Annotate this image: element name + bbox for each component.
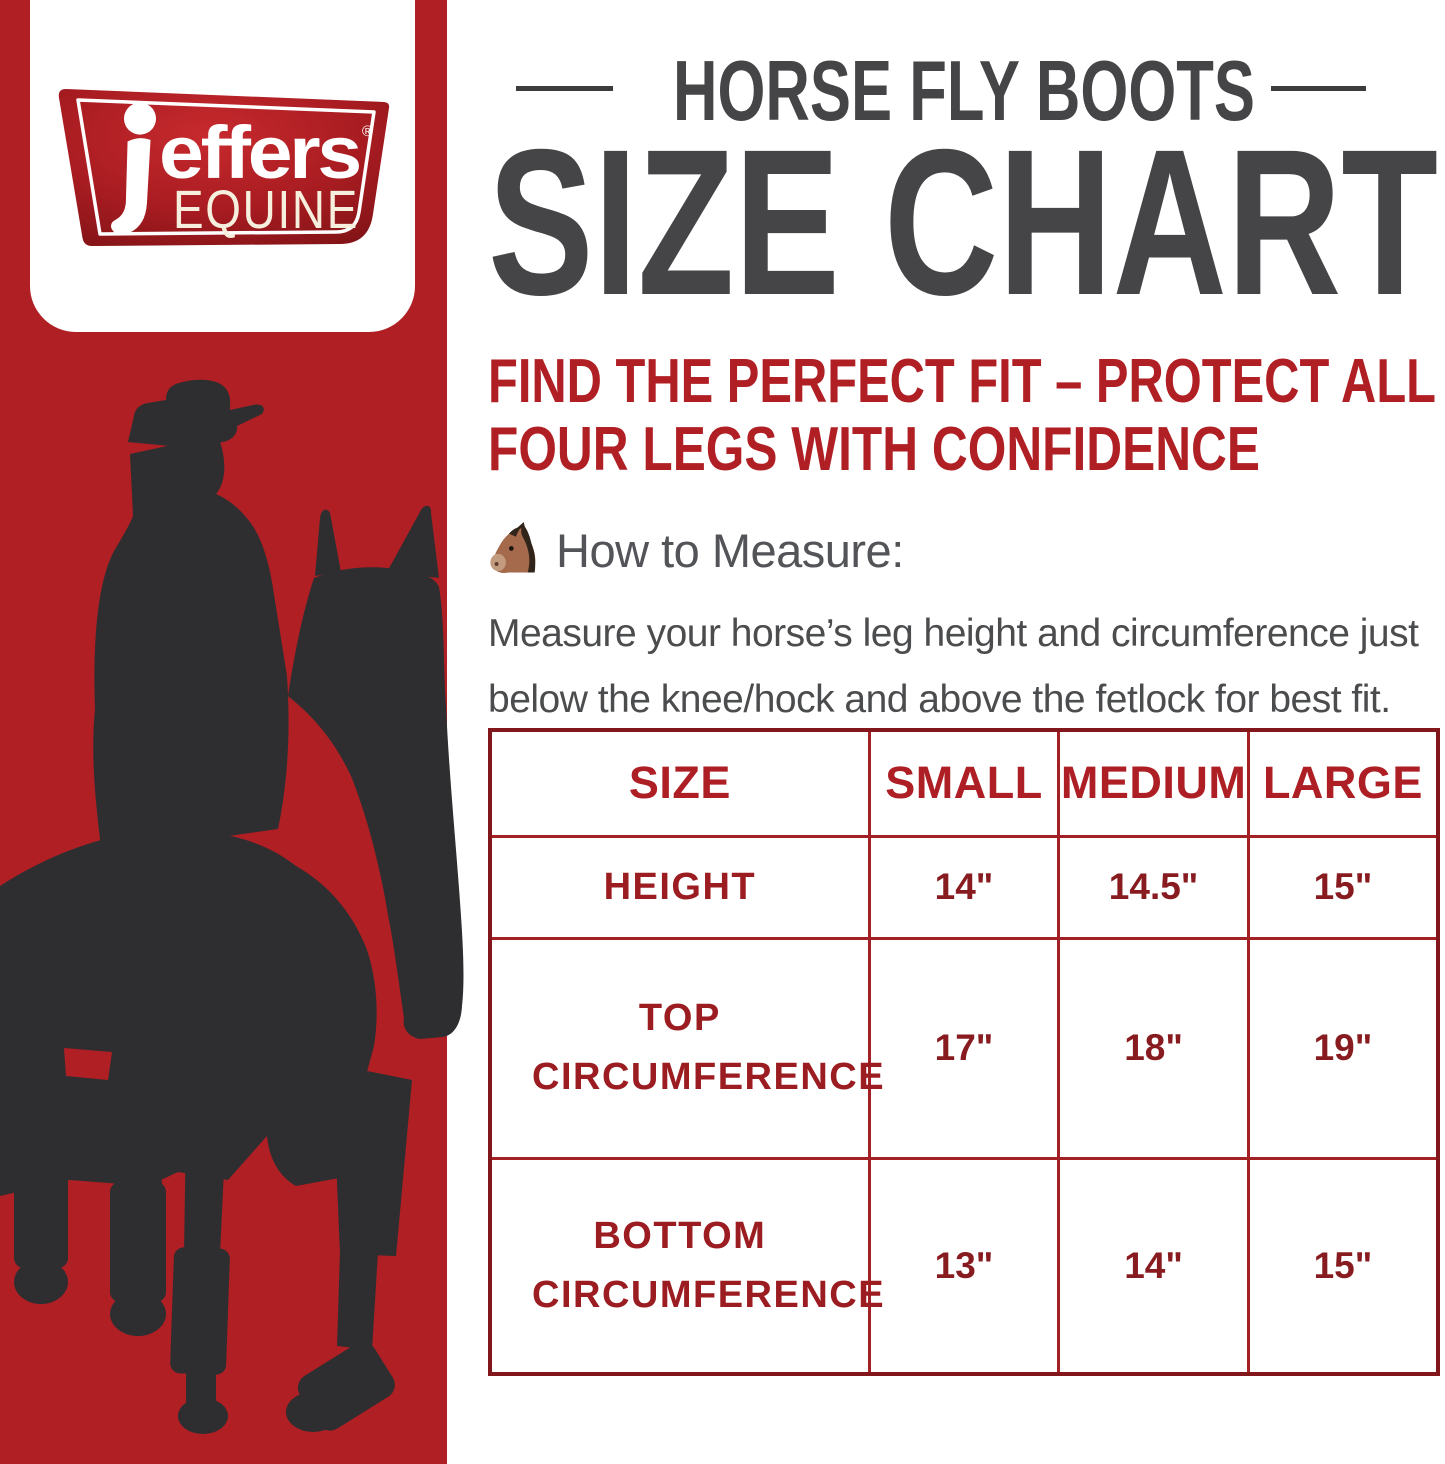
column-header-small: SMALL xyxy=(867,728,1061,838)
dash-right xyxy=(1271,86,1366,91)
measure-instructions-line2: below the knee/hock and above the fetloc… xyxy=(488,678,1391,721)
cell-top-large: 19" xyxy=(1246,936,1440,1160)
horse-head-icon xyxy=(490,522,536,574)
how-to-measure-label: How to Measure: xyxy=(556,523,904,577)
cowboy-horse-silhouette-icon xyxy=(0,379,464,1434)
cell-height-large: 15" xyxy=(1246,834,1440,940)
column-header-size: SIZE xyxy=(488,728,871,838)
product-name-title: HORSE FLY BOOTS xyxy=(673,44,1255,132)
headline-line2: FOUR LEGS WITH CONFIDENCE xyxy=(488,415,1260,482)
jeffers-j-glyph xyxy=(110,102,157,235)
equine-label: EQUINE xyxy=(173,180,359,240)
kicker-heading: HORSE FLY BOOTS xyxy=(673,44,1255,132)
column-header-medium: MEDIUM xyxy=(1057,728,1250,838)
row-label-bottom-circumference: BOTTOM CIRCUMFERENCE xyxy=(488,1156,884,1376)
headline: FIND THE PERFECT FIT – PROTECT ALL FOUR … xyxy=(488,350,1436,482)
logo-card: effers ® EQUINE xyxy=(30,0,415,332)
cell-top-medium: 18" xyxy=(1057,936,1250,1160)
table-row-top-circumference: TOP CIRCUMFERENCE 17" 18" 19" xyxy=(488,936,1440,1160)
cell-bottom-large: 15" xyxy=(1246,1156,1440,1376)
column-header-large: LARGE xyxy=(1246,728,1440,838)
registered-mark: ® xyxy=(362,123,373,140)
logo-keyline xyxy=(76,98,376,236)
dash-left xyxy=(516,86,613,91)
how-to-measure-heading: How to Measure: xyxy=(488,522,904,578)
measure-instructions: Measure your horse’s leg height and circ… xyxy=(488,601,1445,733)
measure-instructions-line1: Measure your horse’s leg height and circ… xyxy=(488,612,1419,655)
row-label-top-circumference: TOP CIRCUMFERENCE xyxy=(488,936,884,1160)
content-column: HORSE FLY BOOTS SIZE CHART FIND THE PERF… xyxy=(488,0,1440,1464)
cell-bottom-medium: 14" xyxy=(1057,1156,1250,1376)
table-row-height: HEIGHT 14" 14.5" 15" xyxy=(488,834,1440,940)
cell-bottom-small: 13" xyxy=(867,1156,1061,1376)
size-chart-title: SIZE CHART xyxy=(488,136,1438,306)
table-header-row: SIZE SMALL MEDIUM LARGE xyxy=(488,728,1440,838)
jeffers-wordmark: effers xyxy=(159,111,360,194)
main-title: SIZE CHART xyxy=(488,136,1438,306)
headline-line1: FIND THE PERFECT FIT – PROTECT ALL xyxy=(488,350,1436,416)
cell-height-medium: 14.5" xyxy=(1057,834,1250,940)
cell-height-small: 14" xyxy=(867,834,1061,940)
jeffers-equine-logo: effers ® EQUINE xyxy=(58,89,390,246)
table-row-bottom-circumference: BOTTOM CIRCUMFERENCE 13" 14" 15" xyxy=(488,1156,1440,1376)
size-table: SIZE SMALL MEDIUM LARGE HEIGHT 14" 14.5"… xyxy=(488,728,1440,1376)
row-label-height: HEIGHT xyxy=(488,834,871,940)
cell-top-small: 17" xyxy=(867,936,1061,1160)
